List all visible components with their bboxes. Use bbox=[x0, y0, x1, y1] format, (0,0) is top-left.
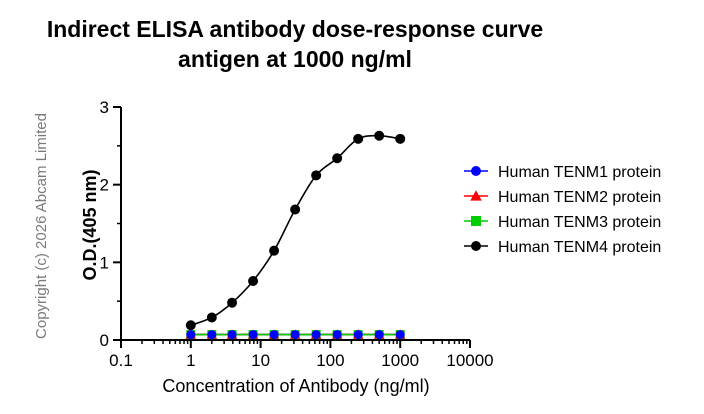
legend-item-1: Human TENM1 protein bbox=[464, 164, 661, 181]
data-point bbox=[248, 275, 259, 286]
data-point bbox=[186, 330, 196, 340]
data-point bbox=[311, 330, 321, 340]
y-tick-label: 3 bbox=[100, 98, 109, 117]
legend-item-4: Human TENM4 protein bbox=[464, 239, 661, 256]
copyright-notice: Copyright (c) 2026 Abcam Limited bbox=[33, 113, 50, 339]
chart-title-line-2: antigen at 1000 ng/ml bbox=[178, 46, 412, 72]
data-point bbox=[353, 330, 363, 340]
data-point bbox=[395, 330, 405, 340]
series-curve-4 bbox=[190, 134, 401, 326]
x-tick-label: 1000 bbox=[381, 351, 419, 370]
x-tick-label: 100 bbox=[316, 351, 344, 370]
data-point bbox=[311, 170, 322, 181]
data-point bbox=[185, 320, 196, 331]
y-axis-ticks: 0 1 2 3 bbox=[100, 98, 121, 350]
x-axis-label: Concentration of Antibody (ng/ml) bbox=[162, 376, 429, 396]
data-point bbox=[269, 330, 279, 340]
x-axis-ticks: 0.1 1 10 100 1000 10000 bbox=[109, 340, 494, 370]
data-point bbox=[353, 133, 364, 144]
y-tick-label: 0 bbox=[100, 331, 109, 350]
x-tick-label: 1 bbox=[186, 351, 195, 370]
legend-marker bbox=[471, 166, 481, 176]
data-points bbox=[185, 130, 406, 340]
legend-item-3: Human TENM3 protein bbox=[464, 214, 661, 231]
data-point bbox=[290, 204, 301, 215]
fitted-curves bbox=[190, 134, 401, 336]
data-point bbox=[374, 330, 384, 340]
y-tick-label: 1 bbox=[100, 253, 109, 272]
data-point bbox=[374, 130, 385, 141]
series-points-1 bbox=[186, 330, 405, 340]
x-tick-label: 10 bbox=[251, 351, 270, 370]
legend-marker bbox=[471, 216, 481, 226]
chart-title-line-1: Indirect ELISA antibody dose-response cu… bbox=[47, 16, 543, 42]
legend-label: Human TENM2 protein bbox=[498, 189, 661, 206]
x-tick-label: 10000 bbox=[446, 351, 493, 370]
y-tick-label: 2 bbox=[100, 176, 109, 195]
legend-item-2: Human TENM2 protein bbox=[464, 189, 661, 206]
legend-label: Human TENM4 protein bbox=[498, 239, 661, 256]
legend-label: Human TENM3 protein bbox=[498, 214, 661, 231]
axes bbox=[120, 107, 470, 341]
legend-label: Human TENM1 protein bbox=[498, 164, 661, 181]
legend-marker bbox=[471, 241, 481, 251]
data-point bbox=[332, 153, 343, 164]
data-point bbox=[207, 330, 217, 340]
data-point bbox=[248, 330, 258, 340]
data-point bbox=[206, 312, 217, 323]
y-axis-label: O.D.(405 nm) bbox=[80, 169, 100, 280]
data-point bbox=[227, 297, 238, 308]
data-point bbox=[227, 330, 237, 340]
x-tick-label: 0.1 bbox=[109, 351, 133, 370]
legend-marker bbox=[470, 190, 482, 201]
legend: Human TENM1 protein Human TENM2 protein Hu… bbox=[464, 164, 661, 256]
data-point bbox=[395, 133, 406, 144]
series-points-4 bbox=[185, 130, 406, 331]
data-point bbox=[332, 330, 342, 340]
data-point bbox=[269, 245, 280, 256]
data-point bbox=[290, 330, 300, 340]
